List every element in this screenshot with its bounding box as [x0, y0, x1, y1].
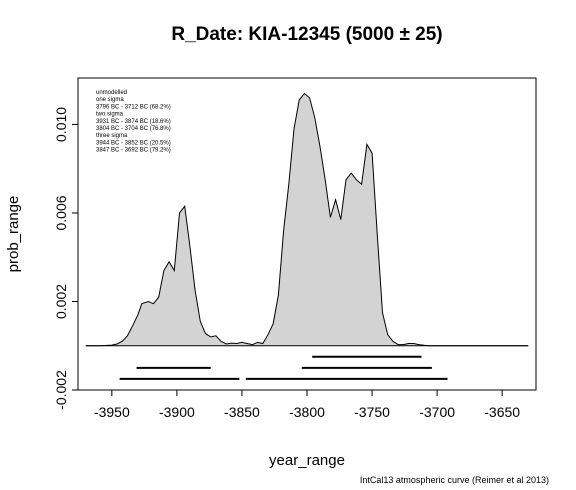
- footer-credit: IntCal13 atmospheric curve (Reimer et al…: [360, 475, 549, 485]
- y-tick-label: 0.002: [53, 284, 69, 319]
- legend-line: 3944 BC - 3852 BC (20.5%): [96, 140, 171, 146]
- y-tick-label: -0.002: [53, 370, 69, 410]
- chart-title: R_Date: KIA-12345 (5000 ± 25): [171, 24, 442, 45]
- x-tick-label: -3850: [224, 404, 260, 420]
- x-tick-label: -3900: [159, 404, 195, 420]
- y-axis: -0.002 0.002 0.006 0.010: [53, 107, 78, 410]
- y-tick-label: 0.010: [53, 107, 69, 142]
- x-tick-label: -3750: [354, 404, 390, 420]
- density-area: [85, 93, 529, 346]
- x-tick-label: -3950: [94, 404, 130, 420]
- legend-line: one sigma: [96, 97, 124, 103]
- x-axis: -3950 -3900 -3850 -3800 -3750 -3700 -3650: [94, 390, 520, 420]
- plot-layer: [85, 92, 529, 380]
- legend-line: three sigma: [96, 133, 128, 139]
- legend-line: 3931 BC - 3874 BC (18.6%): [96, 119, 171, 125]
- y-tick-label: 0.006: [53, 195, 69, 230]
- legend-line: two sigma: [96, 112, 124, 118]
- legend-line: 3847 BC - 3692 BC (79.2%): [96, 148, 171, 154]
- legend-line: 3796 BC - 3712 BC (68.2%): [96, 104, 171, 110]
- legend-line: 3804 BC - 3704 BC (76.8%): [96, 126, 171, 132]
- x-tick-label: -3800: [289, 404, 325, 420]
- x-axis-label: year_range: [269, 452, 345, 469]
- legend-line: unmodelled: [96, 90, 127, 96]
- density-line: [85, 92, 529, 347]
- y-axis-label: prob_range: [5, 196, 22, 273]
- x-tick-label: -3700: [419, 404, 455, 420]
- x-tick-label: -3650: [484, 404, 520, 420]
